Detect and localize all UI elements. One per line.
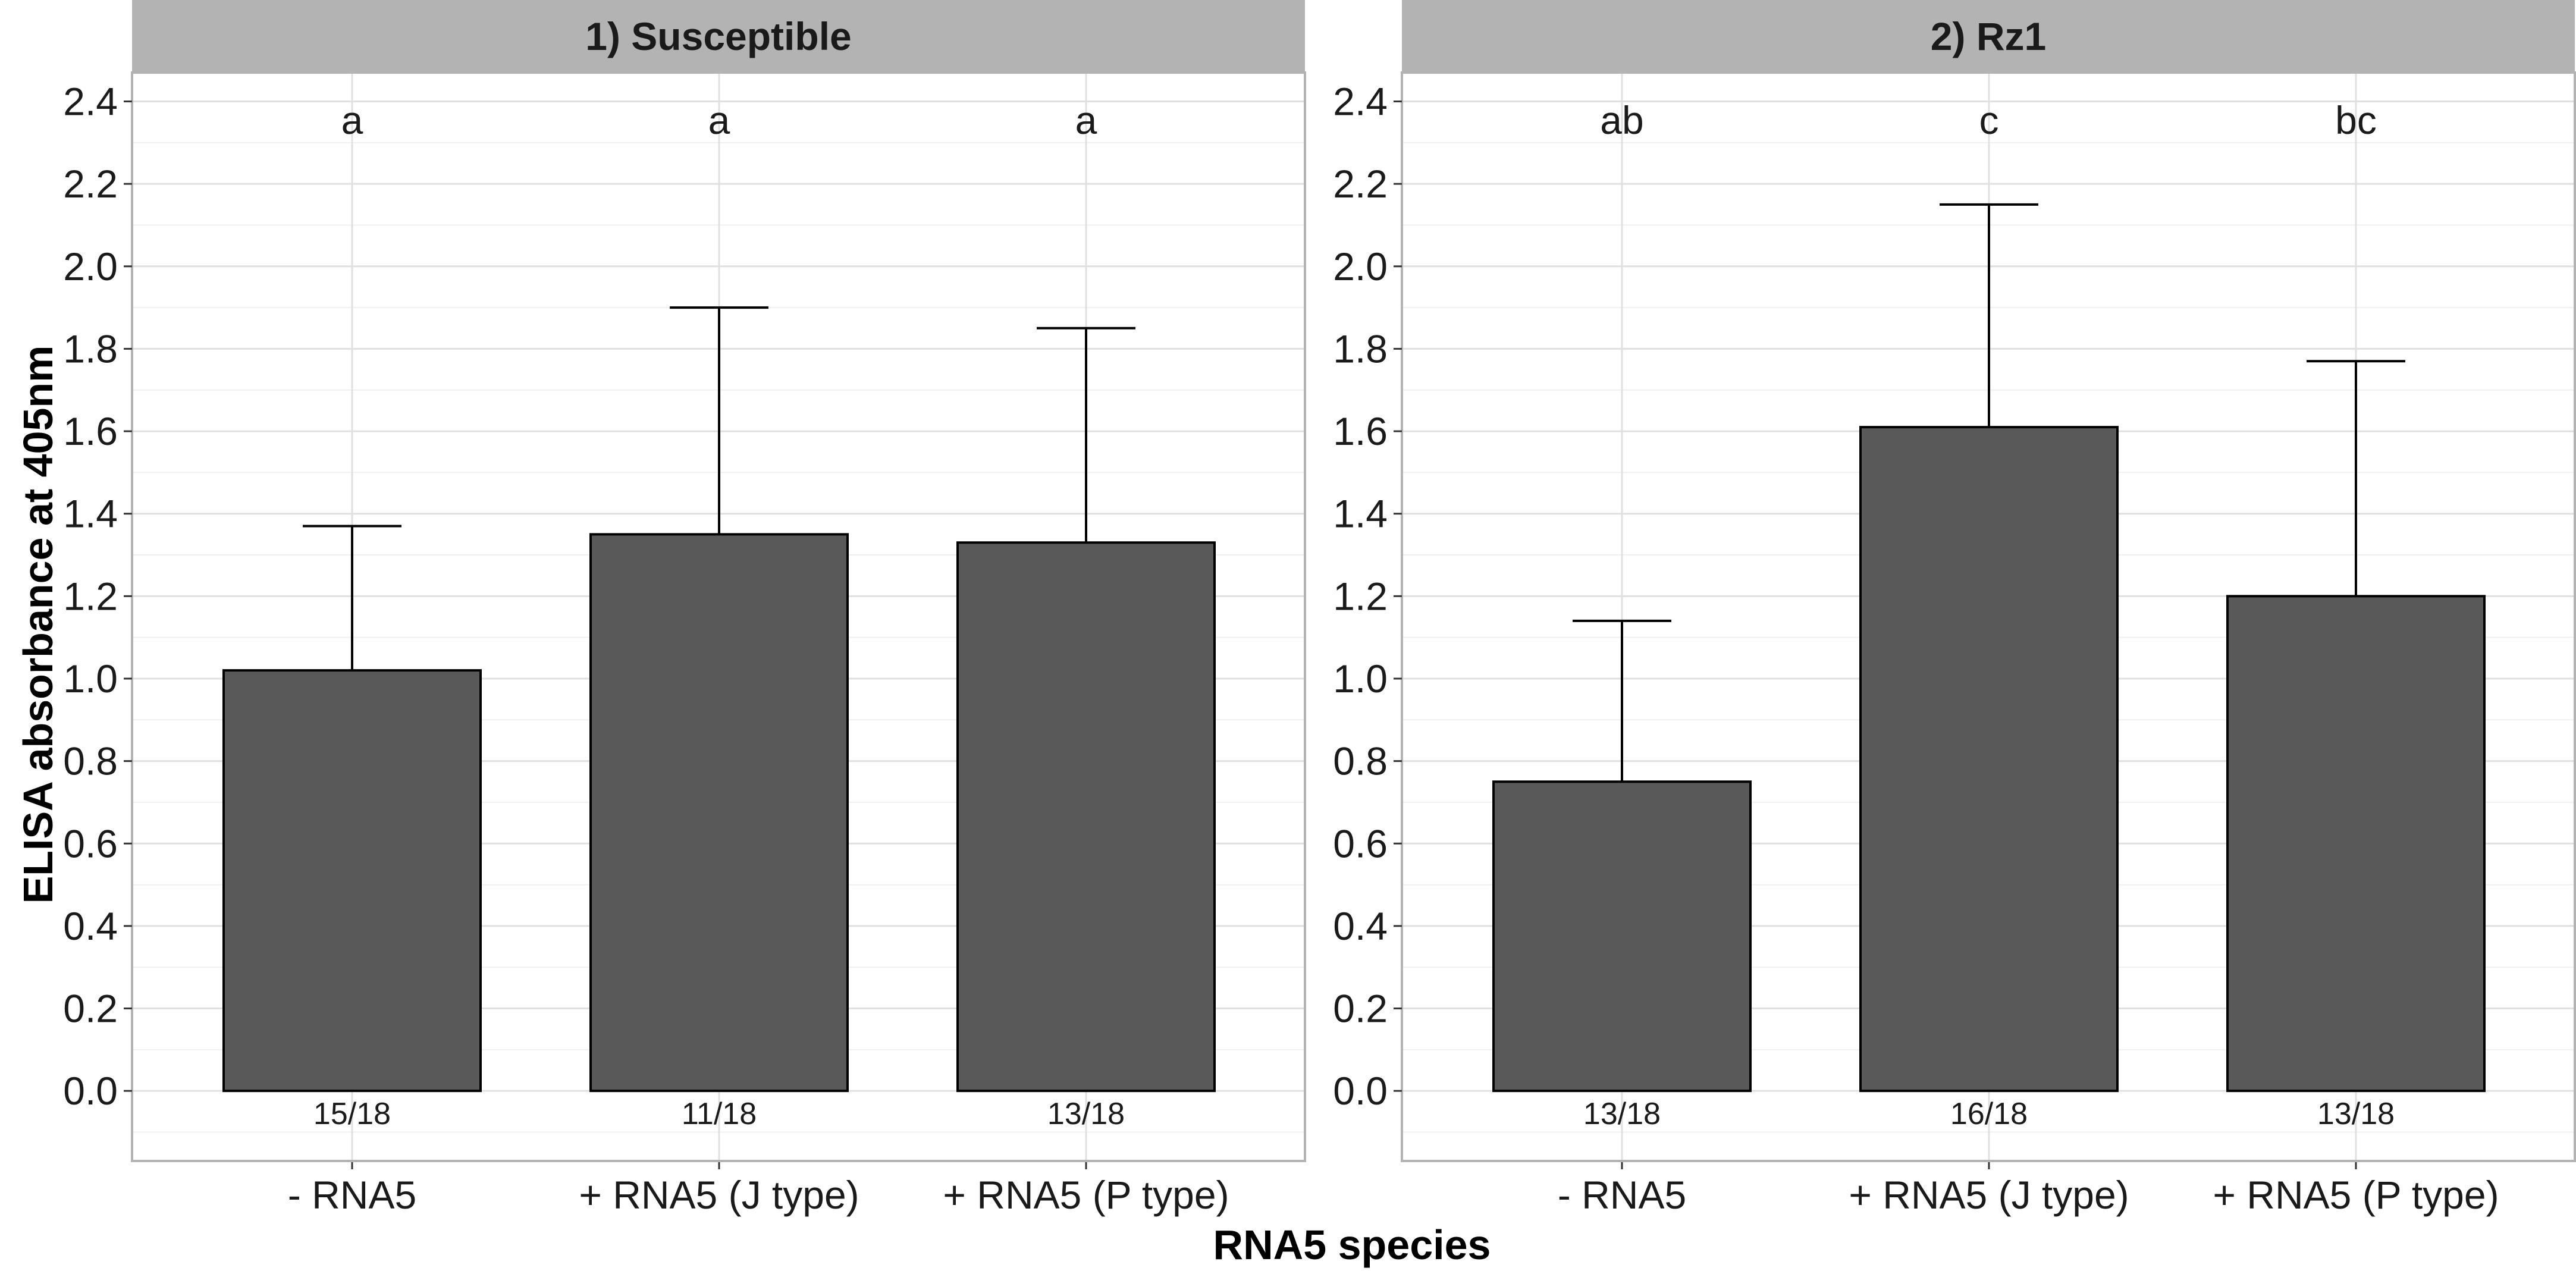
panel-1-y-tick-label: 2.4 — [63, 80, 118, 124]
panel-2-y-tick-label: 2.0 — [1333, 244, 1388, 288]
panel-1-count-label: 15/18 — [313, 1097, 391, 1131]
panel-2-x-tick-label: - RNA5 — [1558, 1173, 1686, 1217]
panel-2-bar — [2226, 595, 2486, 1093]
panel-1-strip — [132, 0, 1305, 73]
panel-2-y-tick-label: 0.0 — [1333, 1069, 1388, 1113]
panel-2-y-tick-label: 2.2 — [1333, 162, 1388, 206]
panel-1-y-tick-label: 0.8 — [63, 739, 118, 783]
panel-1-bar — [956, 541, 1216, 1093]
panel-2-significance-label: ab — [1600, 98, 1643, 142]
panel-1-count-label: 13/18 — [1047, 1097, 1125, 1131]
panel-1-y-tick-label: 0.0 — [63, 1069, 118, 1113]
panel-1-x-tick-label: - RNA5 — [288, 1173, 416, 1217]
panel-1-significance-label: a — [708, 98, 730, 142]
panel-2-y-tick-label: 1.6 — [1333, 409, 1388, 453]
panel-2-x-tick-label: + RNA5 (P type) — [2213, 1173, 2499, 1217]
panel-2-y-tick-label: 0.6 — [1333, 821, 1388, 865]
panel-1-y-tick-label: 0.4 — [63, 904, 118, 948]
panel-1-y-tick-label: 0.2 — [63, 987, 118, 1031]
panel-1-y-tick-label: 1.6 — [63, 409, 118, 453]
panel-2-y-tick-label: 0.2 — [1333, 987, 1388, 1031]
panel-2-count-label: 13/18 — [1583, 1097, 1661, 1131]
panel-1-y-tick-label: 1.0 — [63, 657, 118, 701]
panel-2-count-label: 16/18 — [1950, 1097, 2028, 1131]
panel-1-y-tick-label: 2.0 — [63, 244, 118, 288]
panel-1-significance-label: a — [1075, 98, 1097, 142]
panel-2-y-tick-label: 1.8 — [1333, 327, 1388, 371]
panel-2-y-tick-label: 0.8 — [1333, 739, 1388, 783]
panel-1-x-tick-label: + RNA5 (J type) — [579, 1173, 859, 1217]
panel-1-y-tick-label: 1.4 — [63, 492, 118, 536]
x-axis-title: RNA5 species — [1213, 1222, 1491, 1268]
panel-2-significance-label: c — [1979, 98, 1999, 142]
panel-2-x-tick-label: + RNA5 (J type) — [1849, 1173, 2129, 1217]
panel-2-bar — [1859, 426, 2119, 1093]
y-axis-title: ELISA absorbance at 405nm — [15, 346, 61, 904]
panel-1-y-tick-label: 0.6 — [63, 821, 118, 865]
panel-2-y-tick-label: 1.2 — [1333, 574, 1388, 618]
panel-2-y-tick-label: 0.4 — [1333, 904, 1388, 948]
panel-1-count-label: 11/18 — [682, 1097, 757, 1131]
panel-1-title: 1) Susceptible — [585, 14, 851, 58]
panel-1-y-tick-label: 2.2 — [63, 162, 118, 206]
panel-1-bar — [222, 669, 482, 1093]
panel-2-strip — [1402, 0, 2575, 73]
panel-2-significance-label: bc — [2335, 98, 2377, 142]
panel-2-bar — [1492, 780, 1752, 1093]
panel-2-y-tick-label: 1.0 — [1333, 657, 1388, 701]
panel-2-count-label: 13/18 — [2317, 1097, 2395, 1131]
panel-1-significance-label: a — [341, 98, 363, 142]
panel-1-bar — [589, 533, 849, 1093]
panel-1-y-tick-label: 1.2 — [63, 574, 118, 618]
panel-1-y-tick-label: 1.8 — [63, 327, 118, 371]
panel-1-x-tick-label: + RNA5 (P type) — [943, 1173, 1229, 1217]
panel-2-title: 2) Rz1 — [1931, 14, 2046, 58]
panel-2-y-tick-label: 1.4 — [1333, 492, 1388, 536]
panel-2-y-tick-label: 2.4 — [1333, 80, 1388, 124]
